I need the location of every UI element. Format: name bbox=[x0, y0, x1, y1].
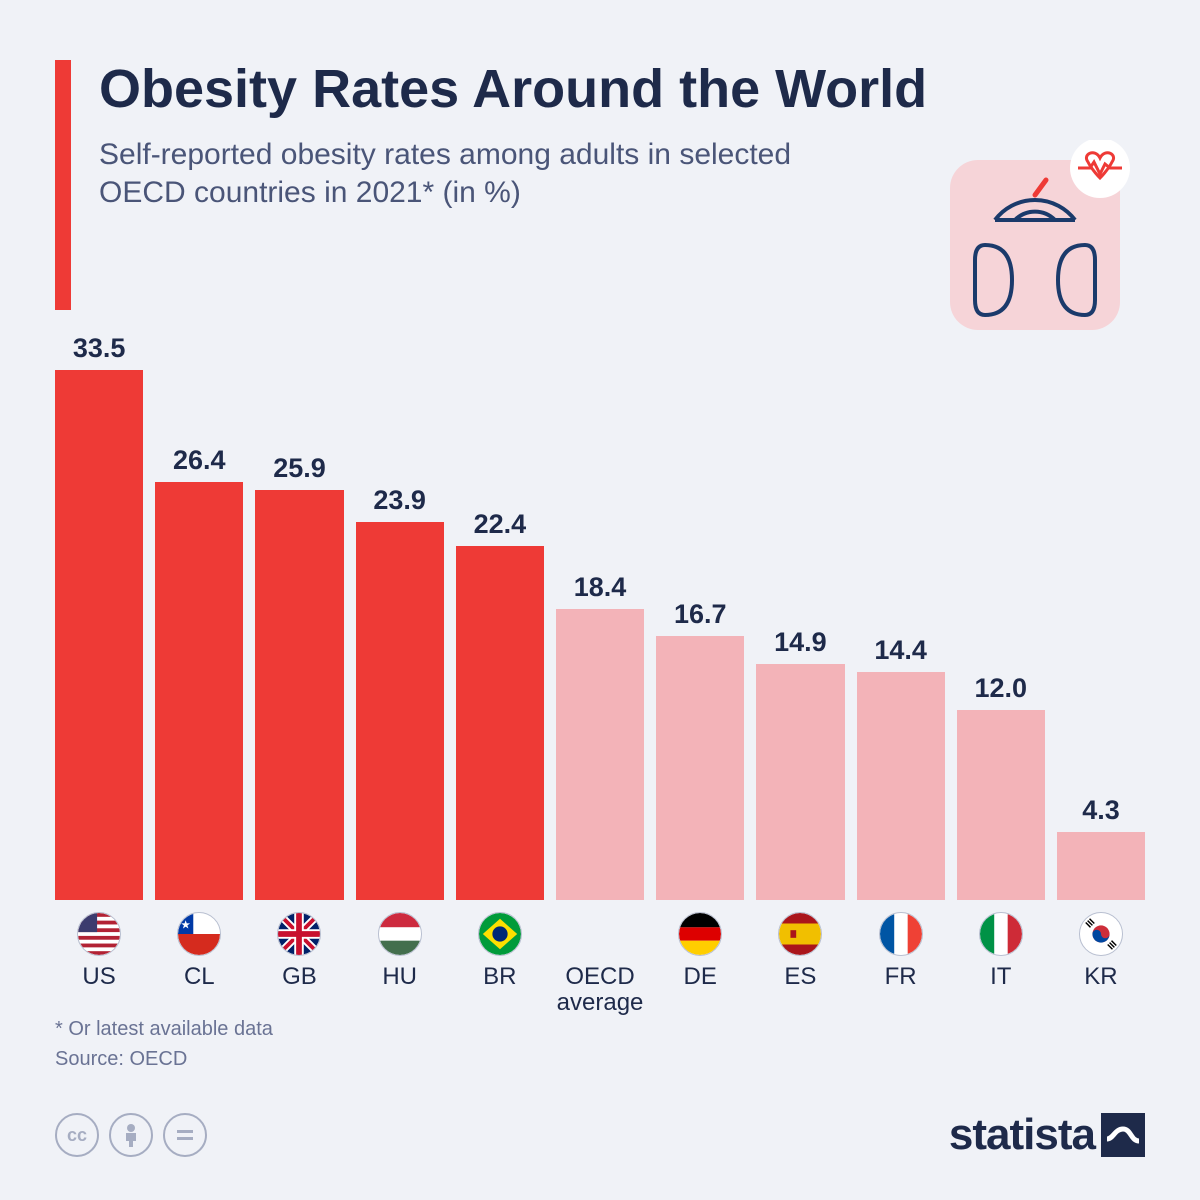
axis-es: ES bbox=[756, 912, 844, 1017]
bar-rect bbox=[857, 672, 945, 900]
bar-es: 14.9 bbox=[756, 627, 844, 900]
flag-it-icon bbox=[979, 912, 1023, 956]
footnote-source: Source: OECD bbox=[55, 1044, 1145, 1074]
by-icon bbox=[109, 1113, 153, 1157]
bar-rect bbox=[957, 710, 1045, 900]
bar-value: 25.9 bbox=[273, 453, 326, 484]
bar-rect bbox=[155, 482, 243, 900]
bar-value: 18.4 bbox=[574, 572, 627, 603]
axis-hu: HU bbox=[356, 912, 444, 1017]
axis-fr: FR bbox=[857, 912, 945, 1017]
axis-us: US bbox=[55, 912, 143, 1017]
bar-cl: 26.4 bbox=[155, 445, 243, 900]
axis-br: BR bbox=[456, 912, 544, 1017]
bar-fr: 14.4 bbox=[857, 635, 945, 900]
statista-logo: statista bbox=[949, 1110, 1145, 1160]
bar-rect bbox=[656, 636, 744, 900]
bar-br: 22.4 bbox=[456, 509, 544, 900]
bar-value: 23.9 bbox=[373, 485, 426, 516]
footer: cc statista bbox=[55, 1110, 1145, 1160]
bar-value: 14.9 bbox=[774, 627, 827, 658]
axis-kr: KR bbox=[1057, 912, 1145, 1017]
bar-value: 12.0 bbox=[975, 673, 1028, 704]
brand-text: statista bbox=[949, 1110, 1095, 1160]
statista-mark-icon bbox=[1101, 1113, 1145, 1157]
country-label: CL bbox=[184, 964, 215, 990]
bar-rect bbox=[556, 609, 644, 900]
nd-icon bbox=[163, 1113, 207, 1157]
bar-rect bbox=[756, 664, 844, 900]
bar-value: 16.7 bbox=[674, 599, 727, 630]
country-label: DE bbox=[684, 964, 717, 990]
bar-value: 33.5 bbox=[73, 333, 126, 364]
bar-chart: 33.5 26.4 25.9 23.9 22.4 18.4 16.7 14.9 … bbox=[55, 340, 1145, 990]
country-label: OECDaverage bbox=[557, 964, 644, 1017]
flag-gb-icon bbox=[277, 912, 321, 956]
bar-de: 16.7 bbox=[656, 599, 744, 900]
svg-text:★: ★ bbox=[181, 919, 191, 931]
country-label: GB bbox=[282, 964, 317, 990]
bar-value: 4.3 bbox=[1082, 795, 1120, 826]
bar-it: 12.0 bbox=[957, 673, 1045, 900]
accent-bar bbox=[55, 60, 71, 310]
chart-title: Obesity Rates Around the World bbox=[99, 60, 1145, 118]
flag-hu-icon bbox=[378, 912, 422, 956]
flag-br-icon bbox=[478, 912, 522, 956]
bar-rect bbox=[456, 546, 544, 900]
axis-cl: ★ CL bbox=[155, 912, 243, 1017]
bar-gb: 25.9 bbox=[255, 453, 343, 900]
scale-heart-icon bbox=[940, 140, 1140, 340]
flag-cl-icon: ★ bbox=[177, 912, 221, 956]
country-label: KR bbox=[1084, 964, 1117, 990]
bar-avg: 18.4 bbox=[556, 572, 644, 900]
flag-de-icon bbox=[678, 912, 722, 956]
flag-es-icon bbox=[778, 912, 822, 956]
chart-subtitle: Self-reported obesity rates among adults… bbox=[99, 136, 799, 211]
bar-rect bbox=[356, 522, 444, 900]
country-label: US bbox=[82, 964, 115, 990]
axis-de: DE bbox=[656, 912, 744, 1017]
flag-kr-icon bbox=[1079, 912, 1123, 956]
license-icons: cc bbox=[55, 1113, 207, 1157]
bar-value: 14.4 bbox=[874, 635, 927, 666]
bar-kr: 4.3 bbox=[1057, 795, 1145, 900]
country-label: IT bbox=[990, 964, 1011, 990]
axis-gb: GB bbox=[255, 912, 343, 1017]
flag-fr-icon bbox=[879, 912, 923, 956]
country-label: ES bbox=[784, 964, 816, 990]
bar-rect bbox=[1057, 832, 1145, 900]
country-label: FR bbox=[885, 964, 917, 990]
country-label: HU bbox=[382, 964, 417, 990]
bar-hu: 23.9 bbox=[356, 485, 444, 900]
footnotes: * Or latest available data Source: OECD bbox=[55, 1014, 1145, 1074]
bar-us: 33.5 bbox=[55, 333, 143, 900]
flag-us-icon bbox=[77, 912, 121, 956]
bar-value: 22.4 bbox=[474, 509, 527, 540]
footnote-asterisk: * Or latest available data bbox=[55, 1014, 1145, 1044]
bar-rect bbox=[255, 490, 343, 900]
axis-it: IT bbox=[957, 912, 1045, 1017]
axis-avg: OECDaverage bbox=[556, 912, 644, 1017]
bar-rect bbox=[55, 370, 143, 900]
bar-value: 26.4 bbox=[173, 445, 226, 476]
cc-icon: cc bbox=[55, 1113, 99, 1157]
country-label: BR bbox=[483, 964, 516, 990]
